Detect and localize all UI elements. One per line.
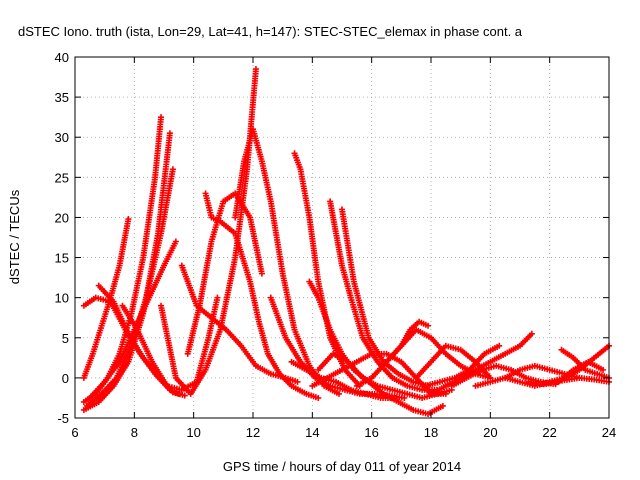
x-tick-label: 20 bbox=[483, 425, 497, 440]
data-series bbox=[288, 358, 399, 401]
x-tick-label: 6 bbox=[71, 425, 78, 440]
data-point bbox=[442, 390, 449, 397]
y-tick-label: 25 bbox=[55, 170, 69, 185]
data-point bbox=[252, 66, 259, 73]
y-tick-label: 30 bbox=[55, 130, 69, 145]
data-series bbox=[309, 350, 449, 397]
y-tick-label: -5 bbox=[57, 411, 69, 426]
data-series bbox=[339, 206, 432, 389]
y-tick-label: 5 bbox=[62, 331, 69, 346]
data-point bbox=[315, 394, 322, 401]
data-point bbox=[496, 342, 503, 349]
data-point bbox=[528, 330, 535, 337]
x-tick-label: 14 bbox=[305, 425, 319, 440]
data-point bbox=[439, 402, 446, 409]
y-tick-label: 15 bbox=[55, 251, 69, 266]
data-series bbox=[95, 282, 188, 399]
grid bbox=[75, 57, 609, 418]
data-point bbox=[294, 378, 301, 385]
data-series bbox=[327, 198, 440, 393]
data-series bbox=[422, 342, 503, 389]
data-series bbox=[184, 190, 265, 357]
data-point bbox=[181, 392, 188, 399]
x-tick-label: 18 bbox=[424, 425, 438, 440]
y-tick-label: 40 bbox=[55, 50, 69, 65]
plot-frame bbox=[74, 56, 610, 419]
data-point bbox=[158, 114, 165, 121]
y-tick-label: 20 bbox=[55, 210, 69, 225]
data-point bbox=[166, 130, 173, 137]
y-tick-label: 0 bbox=[62, 371, 69, 386]
data-point bbox=[258, 270, 265, 277]
data-point bbox=[125, 216, 132, 223]
data-series bbox=[546, 374, 612, 385]
data-point bbox=[600, 366, 607, 373]
x-axis-label: GPS time / hours of day 011 of year 2014 bbox=[223, 459, 461, 474]
data-series bbox=[86, 238, 179, 401]
y-axis-label: dSTEC / TECUs bbox=[7, 189, 22, 284]
data-point bbox=[214, 294, 221, 301]
series-group bbox=[80, 66, 612, 417]
tick-group: 6 8 10 12 14 16 18 20 22 24 -5 0 5 10 15 20 25 30 35 40 bbox=[55, 50, 617, 440]
x-tick-label: 10 bbox=[186, 425, 200, 440]
data-point bbox=[425, 322, 432, 329]
data-point bbox=[169, 166, 176, 173]
x-tick-label: 8 bbox=[131, 425, 138, 440]
data-series bbox=[428, 330, 535, 397]
y-tick-label: 35 bbox=[55, 90, 69, 105]
data-point bbox=[172, 238, 179, 245]
x-tick-label: 16 bbox=[364, 425, 378, 440]
chart-title: dSTEC Iono. truth (ista, Lon=29, Lat=41,… bbox=[18, 24, 523, 39]
data-series bbox=[202, 190, 322, 401]
x-tick-label: 24 bbox=[602, 425, 616, 440]
x-tick-label: 22 bbox=[542, 425, 556, 440]
x-tick-label: 12 bbox=[246, 425, 260, 440]
data-series bbox=[178, 262, 301, 385]
data-point bbox=[336, 390, 343, 397]
data-series bbox=[413, 342, 494, 381]
y-tick-label: 10 bbox=[55, 291, 69, 306]
data-series bbox=[80, 216, 132, 381]
